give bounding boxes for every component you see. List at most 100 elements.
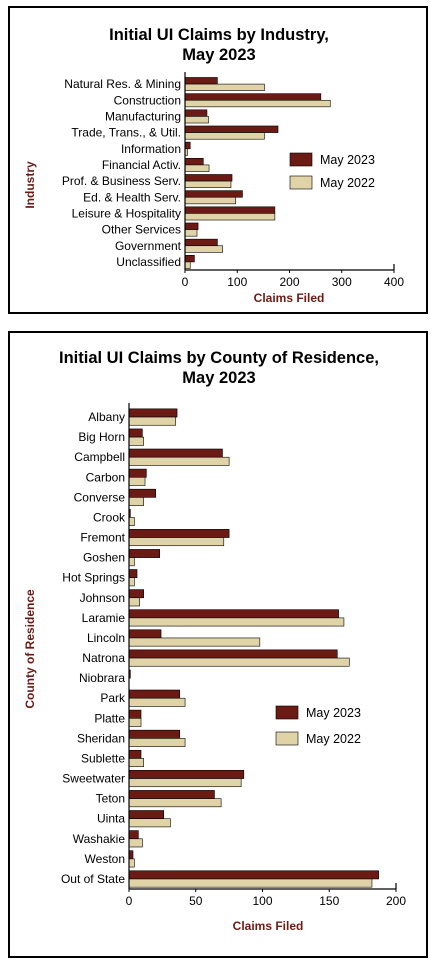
category-label: Teton	[96, 792, 125, 806]
x-tick-label: 100	[227, 275, 247, 289]
bar-may-2022	[184, 261, 191, 269]
county-chart-panel: Initial UI Claims by County of Residence…	[8, 331, 428, 958]
legend-label: May 2022	[306, 732, 361, 746]
category-label: Johnson	[80, 591, 125, 605]
bar-may-2022	[128, 456, 230, 466]
bar-may-2023	[128, 850, 134, 860]
bar-may-2023	[184, 238, 218, 247]
bar-may-2023	[184, 174, 233, 182]
bar-may-2022	[128, 858, 135, 868]
bar-may-2023	[184, 190, 243, 198]
bar-may-2023	[128, 709, 142, 719]
bar-may-2023	[184, 125, 279, 133]
category-label: Sheridan	[77, 731, 125, 745]
category-label: Park	[100, 691, 126, 705]
legend-swatch	[275, 705, 299, 720]
bar-may-2023	[184, 222, 199, 230]
bar-may-2022	[128, 778, 242, 788]
x-tick-label: 0	[182, 275, 189, 289]
legend-swatch	[289, 175, 313, 190]
category-label: Unclassified	[116, 255, 181, 269]
category-label: Laramie	[82, 611, 126, 625]
bar-may-2023	[128, 790, 215, 799]
category-label: Lincoln	[87, 631, 125, 645]
bar-may-2023	[184, 77, 218, 85]
bar-may-2022	[128, 798, 222, 808]
x-tick-label: 300	[332, 275, 352, 289]
bar-may-2023	[128, 609, 339, 619]
bar-may-2022	[184, 132, 265, 140]
category-label: Platte	[94, 711, 125, 725]
x-tick-label: 200	[279, 275, 299, 289]
legend-swatch	[289, 152, 313, 167]
x-tick-label: 400	[384, 275, 404, 289]
category-label: Weston	[85, 852, 125, 866]
x-tick-label: 100	[252, 894, 272, 908]
category-label: Fremont	[80, 531, 125, 545]
x-tick-label: 150	[319, 894, 339, 908]
category-label: Leisure & Hospitality	[72, 206, 181, 220]
bar-may-2022	[128, 758, 144, 767]
county-chart: Initial UI Claims by County of Residence…	[23, 349, 406, 933]
bar-may-2023	[128, 870, 379, 880]
category-label: Information	[121, 142, 181, 156]
bar-may-2022	[128, 497, 144, 506]
category-label: Sweetwater	[62, 772, 125, 786]
bar-may-2023	[184, 141, 191, 150]
category-label: Niobrara	[79, 671, 125, 685]
bar-may-2023	[128, 589, 144, 599]
chart-title: Initial UI Claims by County of Residence…	[59, 349, 379, 367]
bar-may-2023	[128, 770, 245, 779]
category-label: Albany	[88, 410, 125, 424]
category-label: Government	[115, 239, 182, 253]
category-label: Financial Activ.	[102, 158, 181, 172]
bar-may-2022	[184, 213, 276, 221]
category-label: Sublette	[81, 751, 125, 765]
bar-may-2023	[128, 408, 178, 418]
bar-may-2022	[128, 557, 135, 567]
chart-title: May 2023	[182, 369, 255, 387]
category-label: Hot Springs	[62, 571, 125, 585]
category-label: Washakie	[73, 832, 126, 846]
bar-may-2022	[184, 196, 236, 205]
bar-may-2022	[128, 878, 373, 888]
bar-may-2023	[128, 569, 138, 579]
category-label: Prof. & Business Serv.	[62, 174, 181, 188]
category-label: Out of State	[61, 872, 125, 886]
category-label: Big Horn	[78, 430, 125, 444]
bar-may-2022	[184, 116, 209, 124]
x-tick-label: 0	[126, 894, 133, 908]
category-label: Ed. & Health Serv.	[83, 190, 181, 204]
bar-may-2023	[128, 749, 142, 759]
x-tick-label: 50	[189, 894, 203, 908]
bar-may-2022	[128, 597, 140, 607]
y-axis-label: Industry	[23, 161, 37, 209]
bar-may-2022	[128, 577, 135, 587]
category-label: Crook	[93, 510, 126, 524]
chart-title: May 2023	[182, 46, 255, 64]
bar-may-2022	[128, 818, 171, 828]
industry-chart: Initial UI Claims by Industry,May 2023Na…	[23, 26, 404, 305]
chart-title: Initial UI Claims by Industry,	[109, 26, 329, 44]
bar-may-2022	[128, 838, 143, 848]
bar-may-2023	[128, 529, 230, 538]
bar-may-2023	[128, 830, 139, 840]
bar-may-2022	[128, 617, 345, 627]
legend-label: May 2023	[320, 153, 375, 167]
category-label: Trade, Trans., & Util.	[71, 126, 181, 140]
bar-may-2022	[184, 180, 232, 188]
category-label: Construction	[114, 93, 181, 107]
category-label: Uinta	[97, 812, 125, 826]
x-tick-label: 200	[386, 894, 406, 908]
bar-may-2023	[184, 93, 322, 101]
bar-may-2022	[128, 637, 261, 647]
bar-may-2022	[128, 697, 186, 707]
bar-may-2022	[128, 657, 350, 667]
bar-may-2022	[128, 537, 225, 547]
bar-may-2022	[128, 717, 142, 727]
bar-may-2023	[128, 488, 157, 498]
x-axis-label: Claims Filed	[254, 291, 325, 305]
bar-may-2023	[184, 206, 276, 214]
bar-may-2023	[128, 649, 338, 659]
category-label: Other Services	[102, 223, 181, 237]
